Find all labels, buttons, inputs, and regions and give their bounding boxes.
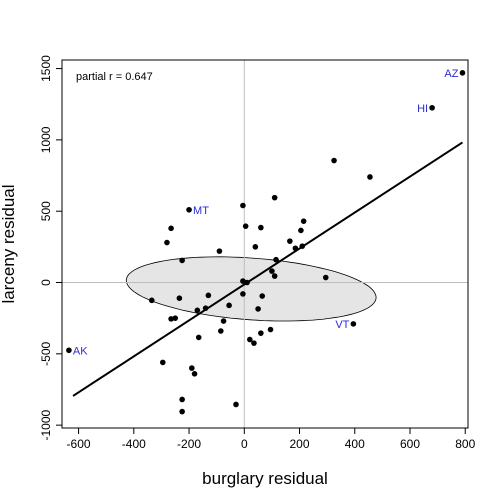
- confidence-ellipse: [125, 256, 377, 322]
- x-tick-label: -400: [122, 437, 146, 451]
- data-point: [168, 316, 174, 322]
- data-point: [299, 243, 306, 249]
- data-point: [459, 70, 466, 76]
- data-point: [160, 359, 166, 366]
- plot-frame: [61, 59, 469, 429]
- data-point: [179, 257, 185, 264]
- data-point: [179, 396, 185, 403]
- data-point: [179, 408, 185, 415]
- data-point: [267, 326, 274, 333]
- y-tick-label: 1500: [39, 55, 53, 82]
- y-axis-title: larceny residual: [0, 184, 18, 303]
- data-point: [247, 336, 253, 343]
- x-tick-label: 600: [400, 437, 420, 451]
- point-label: AZ: [444, 68, 458, 80]
- data-point: [292, 245, 299, 252]
- x-tick-label: -200: [177, 437, 201, 451]
- data-point: [287, 238, 293, 244]
- data-point: [202, 305, 209, 311]
- data-point: [191, 370, 198, 377]
- x-tick-label: -600: [67, 437, 91, 451]
- data-point: [244, 279, 250, 286]
- data-point: [255, 306, 261, 312]
- data-point: [269, 268, 275, 274]
- data-point: [205, 292, 212, 299]
- x-tick-label: 0: [241, 437, 248, 451]
- data-point: [258, 224, 264, 231]
- data-point: [220, 318, 227, 324]
- data-point: [218, 328, 224, 334]
- data-point: [322, 274, 329, 281]
- y-tick-label: -500: [39, 342, 53, 366]
- point-label: AK: [73, 345, 88, 357]
- data-point: [242, 223, 249, 229]
- data-point: [298, 227, 304, 234]
- x-tick-label: 200: [290, 437, 310, 451]
- x-tick-label: 400: [345, 437, 365, 451]
- data-point: [367, 174, 373, 180]
- data-point: [233, 401, 239, 408]
- data-point: [226, 302, 232, 309]
- y-tick-label: -1000: [39, 409, 53, 440]
- data-point: [258, 330, 264, 336]
- data-point: [273, 256, 279, 263]
- data-point: [66, 347, 72, 354]
- data-point: [240, 202, 246, 209]
- y-tick-label: 1000: [39, 126, 53, 153]
- x-axis-title: burglary residual: [202, 469, 328, 488]
- regression-line: [72, 141, 464, 397]
- point-label: HI: [417, 103, 428, 115]
- data-point: [331, 157, 337, 164]
- data-point: [271, 273, 278, 279]
- data-point: [195, 334, 202, 341]
- data-point: [176, 295, 183, 302]
- data-point: [300, 218, 307, 224]
- points-layer: AZ HI MT VT AK: [66, 68, 466, 415]
- data-point: [252, 244, 259, 250]
- data-point: [216, 248, 223, 254]
- data-point: [271, 194, 278, 201]
- data-point: [259, 293, 266, 299]
- data-point: [350, 321, 357, 327]
- x-axis: -600 -400 -200 0 200 400 600 800: [67, 428, 476, 451]
- data-point: [168, 225, 174, 232]
- data-point: [194, 307, 201, 314]
- x-tick-label: 800: [455, 437, 475, 451]
- data-point: [429, 104, 435, 111]
- data-point: [148, 297, 155, 304]
- y-axis: -1000 -500 0 500 1000 1500: [39, 55, 62, 440]
- y-tick-label: 0: [39, 279, 53, 286]
- data-point: [240, 291, 246, 297]
- data-point: [172, 315, 179, 321]
- data-point: [189, 365, 195, 371]
- point-label: MT: [193, 205, 209, 217]
- data-point: [186, 206, 192, 213]
- partial-r-annotation: partial r = 0.647: [76, 71, 153, 83]
- data-point: [251, 340, 257, 346]
- data-point: [164, 239, 170, 246]
- y-tick-label: 500: [39, 201, 53, 221]
- point-label: VT: [335, 319, 349, 331]
